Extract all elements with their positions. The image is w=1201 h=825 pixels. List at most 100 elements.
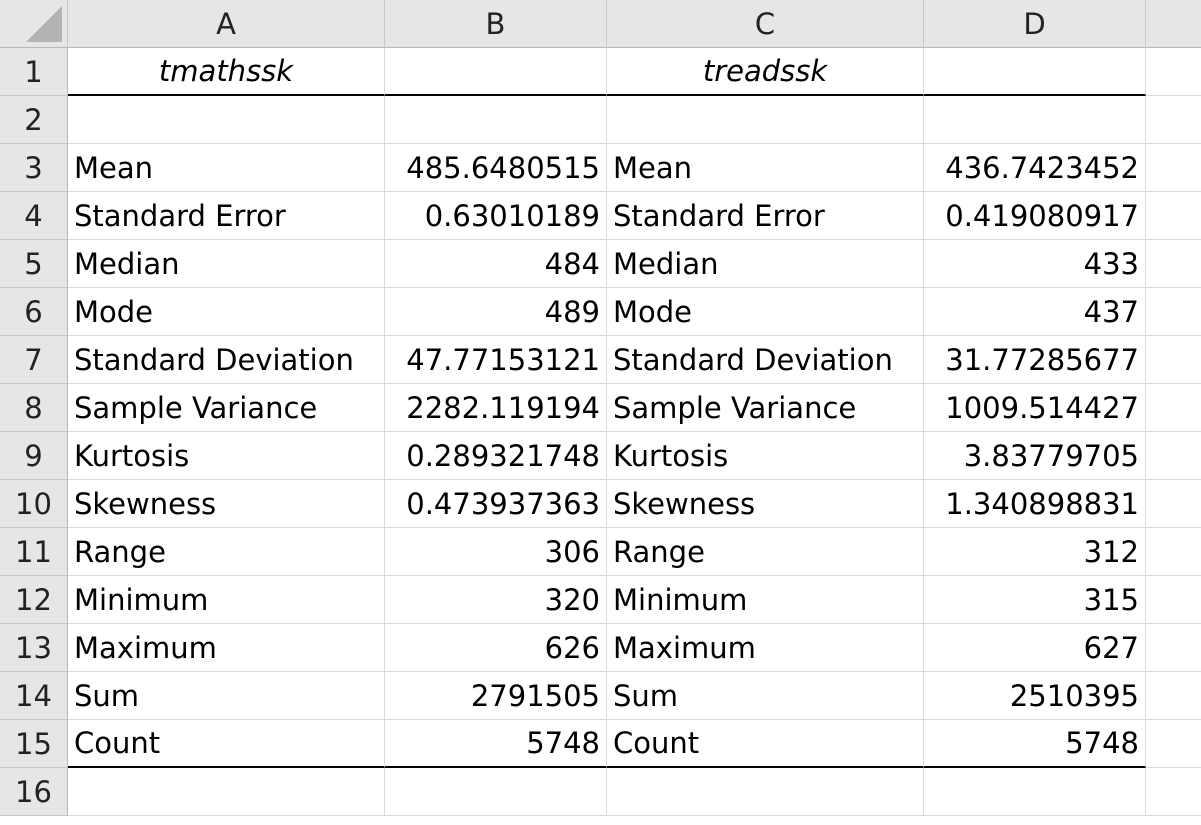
cell-e1[interactable] <box>1146 48 1201 96</box>
column-header-c[interactable]: C <box>607 0 924 48</box>
cell-c16[interactable] <box>607 768 924 816</box>
cell-b2[interactable] <box>385 96 607 144</box>
stat-label-left[interactable]: Sample Variance <box>68 384 385 432</box>
stat-value-right[interactable]: 0.419080917 <box>924 192 1146 240</box>
row-header-12[interactable]: 12 <box>0 576 68 624</box>
stat-value-right[interactable]: 312 <box>924 528 1146 576</box>
column-header-d[interactable]: D <box>924 0 1146 48</box>
stat-value-left[interactable]: 0.473937363 <box>385 480 607 528</box>
stat-label-right[interactable]: Mean <box>607 144 924 192</box>
stat-label-right[interactable]: Median <box>607 240 924 288</box>
cell-b16[interactable] <box>385 768 607 816</box>
stat-value-left[interactable]: 0.63010189 <box>385 192 607 240</box>
stat-value-right[interactable]: 1009.514427 <box>924 384 1146 432</box>
stat-value-left[interactable]: 2282.119194 <box>385 384 607 432</box>
stat-value-right[interactable]: 31.77285677 <box>924 336 1146 384</box>
stat-label-left[interactable]: Maximum <box>68 624 385 672</box>
cell-e3[interactable] <box>1146 144 1201 192</box>
cell-e8[interactable] <box>1146 384 1201 432</box>
header-cell-treadssk[interactable]: treadssk <box>607 48 924 96</box>
cell-e7[interactable] <box>1146 336 1201 384</box>
stat-label-right[interactable]: Minimum <box>607 576 924 624</box>
column-header-a[interactable]: A <box>68 0 385 48</box>
row-header-7[interactable]: 7 <box>0 336 68 384</box>
row-header-9[interactable]: 9 <box>0 432 68 480</box>
header-cell-tmathssk[interactable]: tmathssk <box>68 48 385 96</box>
stat-value-right[interactable]: 1.340898831 <box>924 480 1146 528</box>
cell-b1[interactable] <box>385 48 607 96</box>
stat-value-left[interactable]: 0.289321748 <box>385 432 607 480</box>
row-header-16[interactable]: 16 <box>0 768 68 816</box>
stat-label-right[interactable]: Standard Deviation <box>607 336 924 384</box>
stat-label-right[interactable]: Kurtosis <box>607 432 924 480</box>
cell-e9[interactable] <box>1146 432 1201 480</box>
row-header-13[interactable]: 13 <box>0 624 68 672</box>
stat-label-right[interactable]: Sum <box>607 672 924 720</box>
row-header-4[interactable]: 4 <box>0 192 68 240</box>
stat-label-left[interactable]: Standard Error <box>68 192 385 240</box>
column-header-stub[interactable] <box>1146 0 1201 48</box>
stat-value-left[interactable]: 5748 <box>385 720 607 768</box>
cell-a16[interactable] <box>68 768 385 816</box>
stat-label-right[interactable]: Skewness <box>607 480 924 528</box>
stat-label-left[interactable]: Standard Deviation <box>68 336 385 384</box>
cell-e4[interactable] <box>1146 192 1201 240</box>
cell-e12[interactable] <box>1146 576 1201 624</box>
stat-value-left[interactable]: 320 <box>385 576 607 624</box>
row-header-1[interactable]: 1 <box>0 48 68 96</box>
cell-e14[interactable] <box>1146 672 1201 720</box>
stat-value-left[interactable]: 2791505 <box>385 672 607 720</box>
stat-label-left[interactable]: Sum <box>68 672 385 720</box>
stat-label-right[interactable]: Sample Variance <box>607 384 924 432</box>
stat-value-right[interactable]: 433 <box>924 240 1146 288</box>
cell-e15[interactable] <box>1146 720 1201 768</box>
stat-label-left[interactable]: Mean <box>68 144 385 192</box>
stat-label-right[interactable]: Mode <box>607 288 924 336</box>
cell-a2[interactable] <box>68 96 385 144</box>
stat-value-right[interactable]: 627 <box>924 624 1146 672</box>
column-header-b[interactable]: B <box>385 0 607 48</box>
stat-label-left[interactable]: Minimum <box>68 576 385 624</box>
stat-value-right[interactable]: 437 <box>924 288 1146 336</box>
stat-label-right[interactable]: Maximum <box>607 624 924 672</box>
cell-e2[interactable] <box>1146 96 1201 144</box>
stat-value-left[interactable]: 484 <box>385 240 607 288</box>
stat-value-left[interactable]: 485.6480515 <box>385 144 607 192</box>
stat-value-left[interactable]: 306 <box>385 528 607 576</box>
stat-value-right[interactable]: 436.7423452 <box>924 144 1146 192</box>
cell-e6[interactable] <box>1146 288 1201 336</box>
cell-d2[interactable] <box>924 96 1146 144</box>
cell-e5[interactable] <box>1146 240 1201 288</box>
row-header-11[interactable]: 11 <box>0 528 68 576</box>
row-header-3[interactable]: 3 <box>0 144 68 192</box>
stat-label-left[interactable]: Count <box>68 720 385 768</box>
cell-e16[interactable] <box>1146 768 1201 816</box>
row-header-6[interactable]: 6 <box>0 288 68 336</box>
stat-value-right[interactable]: 5748 <box>924 720 1146 768</box>
row-header-8[interactable]: 8 <box>0 384 68 432</box>
cell-e13[interactable] <box>1146 624 1201 672</box>
stat-value-left[interactable]: 489 <box>385 288 607 336</box>
cell-c2[interactable] <box>607 96 924 144</box>
stat-label-right[interactable]: Standard Error <box>607 192 924 240</box>
stat-label-right[interactable]: Count <box>607 720 924 768</box>
row-header-5[interactable]: 5 <box>0 240 68 288</box>
cell-d1[interactable] <box>924 48 1146 96</box>
stat-value-right[interactable]: 315 <box>924 576 1146 624</box>
stat-label-left[interactable]: Kurtosis <box>68 432 385 480</box>
stat-label-left[interactable]: Range <box>68 528 385 576</box>
select-all-corner[interactable] <box>0 0 68 48</box>
cell-e10[interactable] <box>1146 480 1201 528</box>
stat-label-left[interactable]: Median <box>68 240 385 288</box>
stat-value-right[interactable]: 3.83779705 <box>924 432 1146 480</box>
row-header-10[interactable]: 10 <box>0 480 68 528</box>
stat-label-right[interactable]: Range <box>607 528 924 576</box>
stat-value-right[interactable]: 2510395 <box>924 672 1146 720</box>
stat-value-left[interactable]: 626 <box>385 624 607 672</box>
row-header-15[interactable]: 15 <box>0 720 68 768</box>
stat-label-left[interactable]: Skewness <box>68 480 385 528</box>
cell-d16[interactable] <box>924 768 1146 816</box>
row-header-14[interactable]: 14 <box>0 672 68 720</box>
row-header-2[interactable]: 2 <box>0 96 68 144</box>
stat-label-left[interactable]: Mode <box>68 288 385 336</box>
